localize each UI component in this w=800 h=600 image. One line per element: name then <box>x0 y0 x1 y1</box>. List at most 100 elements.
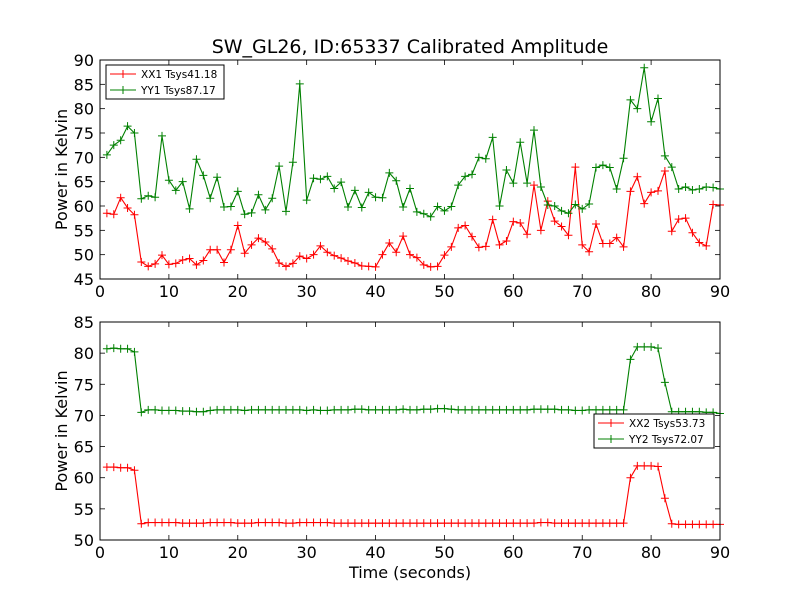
data-point-marker <box>158 518 166 527</box>
data-point-marker <box>378 193 387 202</box>
data-point-marker <box>192 519 201 528</box>
data-point-marker <box>240 249 249 258</box>
data-point-marker <box>206 194 215 203</box>
data-point-marker <box>681 214 690 223</box>
data-point-marker <box>220 258 228 267</box>
data-point-marker <box>399 232 408 241</box>
data-point-marker <box>481 405 490 414</box>
plot-frame <box>99 321 721 541</box>
data-point-marker <box>275 162 284 171</box>
data-point-marker <box>330 251 339 260</box>
data-point-marker <box>309 250 318 259</box>
data-point-marker <box>171 186 180 195</box>
x-tick-label: 60 <box>503 282 523 301</box>
data-point-marker <box>344 519 352 528</box>
data-point-marker <box>585 200 594 209</box>
series-line-xx1 <box>106 167 721 268</box>
data-point-marker <box>357 203 366 212</box>
data-point-marker <box>213 405 222 414</box>
data-point-marker <box>109 463 118 472</box>
data-point-marker <box>426 519 435 528</box>
data-point-marker <box>564 231 573 240</box>
data-point-marker <box>240 210 249 219</box>
data-point-marker <box>571 519 580 528</box>
data-point-marker <box>378 519 387 528</box>
data-point-marker <box>392 405 401 414</box>
legend-entry-label: YY2 Tsys72.07 <box>628 434 704 446</box>
data-point-marker <box>199 407 208 416</box>
x-tick-label: 80 <box>641 282 661 301</box>
data-point-marker <box>288 405 297 414</box>
data-point-marker <box>474 519 483 528</box>
data-point-marker <box>419 260 428 269</box>
x-axis-label: Time (seconds) <box>348 563 471 582</box>
data-point-marker <box>523 230 532 239</box>
data-point-marker <box>164 518 173 527</box>
data-point-marker <box>605 405 614 414</box>
data-point-marker <box>592 519 600 528</box>
data-point-marker <box>357 519 366 528</box>
data-point-marker <box>123 203 132 212</box>
data-point-marker <box>350 186 359 195</box>
data-point-marker <box>509 179 518 188</box>
data-point-marker <box>275 518 284 527</box>
data-point-marker <box>550 217 559 226</box>
x-tick-label: 50 <box>434 543 454 562</box>
data-point-marker <box>543 405 552 414</box>
x-tick-label: 80 <box>641 543 661 562</box>
data-point-marker <box>399 519 408 528</box>
data-point-marker <box>516 138 525 147</box>
x-tick-label: 50 <box>434 282 454 301</box>
y-tick-label: 75 <box>74 375 94 394</box>
x-tick-label: 20 <box>228 543 248 562</box>
data-point-marker <box>371 193 380 202</box>
data-point-marker <box>350 405 359 414</box>
data-point-marker <box>371 262 380 271</box>
data-point-marker <box>392 248 401 257</box>
data-point-marker <box>137 519 146 528</box>
legend-swatch-marker <box>607 419 615 427</box>
data-point-marker <box>178 256 187 265</box>
data-point-marker <box>344 256 352 265</box>
data-point-marker <box>488 405 497 414</box>
data-point-marker <box>640 199 649 208</box>
data-point-marker <box>178 407 187 416</box>
data-point-marker <box>564 519 573 528</box>
data-point-marker <box>550 405 559 414</box>
data-point-marker <box>261 238 270 247</box>
data-point-marker <box>598 239 607 248</box>
data-point-marker <box>412 405 421 414</box>
legend-entry-label: XX1 Tsys41.18 <box>141 69 217 81</box>
data-point-marker <box>447 405 456 414</box>
data-point-marker <box>612 405 621 414</box>
data-point-marker <box>543 201 552 210</box>
top-panel: 0 10 20 30 40 50 60 70 80 90 45 50 55 60 65 70 75 80 85 90 P… <box>52 51 730 301</box>
data-point-marker <box>702 520 711 529</box>
data-point-marker <box>330 519 339 528</box>
data-point-marker <box>654 462 662 471</box>
data-point-marker <box>364 405 373 414</box>
data-point-marker <box>626 95 635 104</box>
data-point-marker <box>392 176 401 185</box>
data-point-marker <box>633 342 642 351</box>
data-point-marker <box>337 519 346 528</box>
data-point-marker <box>151 193 160 202</box>
data-point-marker <box>605 239 614 248</box>
series-line-yy1 <box>106 67 721 218</box>
legend-swatch-marker <box>607 435 615 443</box>
data-point-marker <box>102 463 111 472</box>
data-point-marker <box>626 355 635 364</box>
data-point-marker <box>364 519 373 528</box>
data-point-marker <box>640 63 649 72</box>
data-point-marker <box>412 207 421 216</box>
data-point-marker <box>488 133 497 142</box>
data-point-marker <box>406 405 414 414</box>
data-point-marker <box>474 243 483 252</box>
data-point-marker <box>123 122 132 131</box>
data-point-marker <box>626 187 635 196</box>
data-point-marker <box>295 405 304 414</box>
data-point-marker <box>667 227 676 236</box>
data-point-marker <box>488 519 497 528</box>
data-point-marker <box>433 519 442 528</box>
